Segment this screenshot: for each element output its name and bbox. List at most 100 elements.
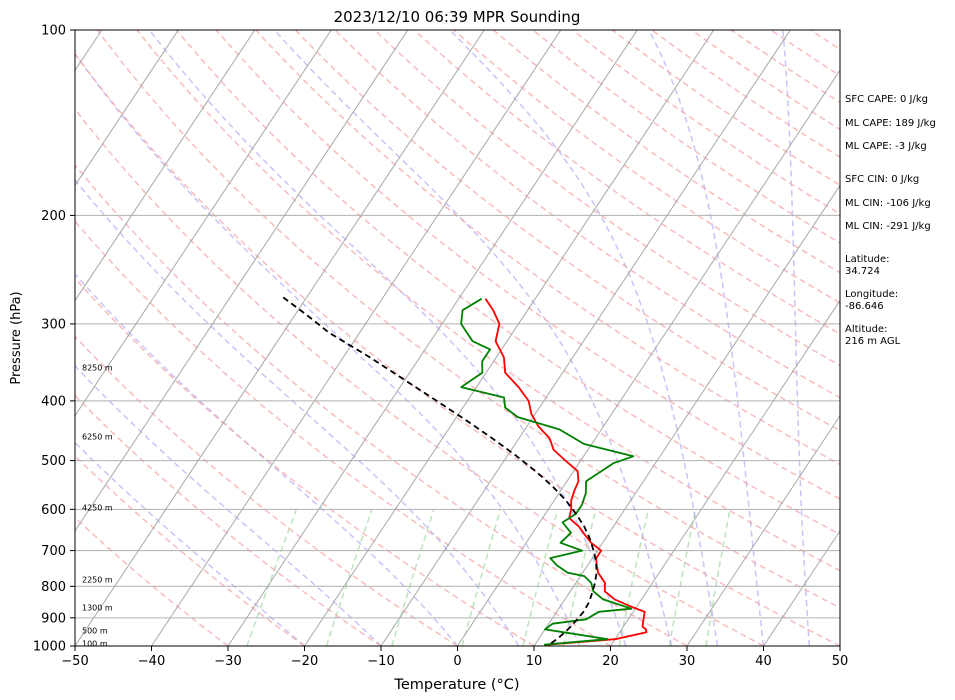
chart-title: 2023/12/10 06:39 MPR Sounding <box>334 8 581 26</box>
dry-adiabat <box>75 163 688 646</box>
isotherm-gridline <box>151 30 562 646</box>
isotherm-gridline <box>304 30 715 646</box>
y-tick-label: 800 <box>41 580 66 595</box>
axis-ticks: −50 −40 −30 −20 −10 0 10 20 30 40 50 100 200 300 400 50… <box>33 24 848 670</box>
altitude-value: 216 m AGL <box>845 336 901 347</box>
y-tick-label: 200 <box>41 209 66 224</box>
latitude-value: 34.724 <box>845 266 880 277</box>
isotherm-gridline <box>610 299 840 646</box>
x-tick-label: −50 <box>61 654 88 669</box>
dry-adiabat <box>413 30 840 335</box>
dry-adiabat <box>75 516 229 646</box>
isotherm-gridline <box>533 184 840 646</box>
longitude-value: -86.646 <box>845 301 884 312</box>
isotherm-gridline <box>380 30 791 646</box>
height-label: 100 m <box>82 639 108 648</box>
moist-adiabat <box>648 30 765 646</box>
dry-adiabats <box>75 30 840 646</box>
x-tick-label: 0 <box>453 654 461 669</box>
x-tick-label: 50 <box>832 654 849 669</box>
mixing-ratio-line <box>522 509 559 646</box>
x-tick-label: 30 <box>679 654 696 669</box>
dry-adiabat <box>75 220 611 646</box>
ml-cin-text: ML CIN: -106 J/kg <box>845 198 931 209</box>
ml-cin-text-2: ML CIN: -291 J/kg <box>845 221 931 232</box>
mixing-ratio-line <box>325 509 373 646</box>
latitude-label: Latitude: <box>845 254 890 265</box>
dry-adiabat <box>75 277 535 646</box>
x-tick-label: 10 <box>526 654 543 669</box>
height-label: 2250 m <box>82 576 113 585</box>
dewpoint-line <box>460 297 635 646</box>
sfc-cin-text: SFC CIN: 0 J/kg <box>845 174 919 185</box>
mixing-ratio-line <box>618 509 650 646</box>
parcel-path-line <box>280 294 598 645</box>
height-label: 4250 m <box>82 504 113 513</box>
moist-adiabat <box>148 30 627 646</box>
dry-adiabat <box>215 30 840 500</box>
sfc-cape-text: SFC CAPE: 0 J/kg <box>845 94 928 105</box>
y-axis-label: Pressure (hPa) <box>9 291 24 384</box>
plot-frame <box>74 29 841 647</box>
y-tick-label: 900 <box>41 611 66 626</box>
y-tick-label: 500 <box>41 454 66 469</box>
mixing-ratio-line <box>668 509 697 646</box>
plot-area <box>75 30 840 646</box>
dry-adiabat <box>453 30 840 304</box>
isotherm-gridline <box>75 30 485 646</box>
height-label: 6250 m <box>82 433 113 442</box>
dry-adiabat <box>374 30 840 367</box>
mixing-ratio-line <box>391 509 435 646</box>
x-tick-label: 40 <box>755 654 772 669</box>
moist-adiabat <box>75 272 459 646</box>
dry-adiabat <box>96 30 840 609</box>
altitude-label: Altitude: <box>845 324 887 335</box>
y-tick-label: 600 <box>41 503 66 518</box>
isotherm-gridline <box>75 30 332 417</box>
x-tick-label: −40 <box>138 654 165 669</box>
x-axis-label: Temperature (°C) <box>393 677 519 693</box>
moist-adiabats <box>75 30 811 646</box>
moist-adiabat <box>449 30 719 646</box>
mixing-ratio-line <box>246 509 298 646</box>
isotherm-gridline <box>75 30 179 187</box>
sounding-series <box>280 294 648 646</box>
dry-adiabat <box>136 30 840 572</box>
longitude-label: Longitude: <box>845 289 898 300</box>
dry-adiabat <box>334 30 840 399</box>
y-tick-label: 1000 <box>33 640 66 655</box>
y-tick-label: 400 <box>41 394 66 409</box>
x-tick-label: −10 <box>367 654 394 669</box>
dry-adiabat <box>175 30 840 536</box>
moist-adiabat <box>75 441 305 646</box>
height-label: 500 m <box>82 627 108 636</box>
isotherm-gridline <box>75 30 409 532</box>
y-tick-label: 700 <box>41 544 66 559</box>
mixing-ratio-line <box>705 509 731 646</box>
height-label: 8250 m <box>82 363 113 372</box>
mixing-ratio-lines <box>246 509 731 646</box>
moist-adiabat <box>75 178 520 646</box>
isotherm-gridline <box>686 414 840 646</box>
isobar-gridlines <box>75 30 840 646</box>
y-tick-label: 300 <box>41 317 66 332</box>
x-tick-label: −20 <box>291 654 318 669</box>
moist-adiabat <box>273 30 673 646</box>
ml-cape-text: ML CAPE: 189 J/kg <box>845 118 936 129</box>
x-tick-label: 20 <box>602 654 619 669</box>
isotherm-gridline <box>457 69 840 646</box>
isotherm-gridlines <box>75 30 840 646</box>
moist-adiabat <box>75 364 382 646</box>
isotherm-gridline <box>227 30 638 646</box>
isotherm-gridline <box>75 30 256 302</box>
ml-cape-text-2: ML CAPE: -3 J/kg <box>845 141 927 152</box>
dry-adiabat <box>75 335 458 646</box>
height-label: 1300 m <box>82 604 113 613</box>
mixing-ratio-line <box>461 509 502 646</box>
dry-adiabat <box>75 394 382 646</box>
dry-adiabat <box>294 30 840 432</box>
temperature-line <box>484 298 648 646</box>
dry-adiabat <box>75 108 764 646</box>
y-tick-label: 100 <box>41 24 66 39</box>
